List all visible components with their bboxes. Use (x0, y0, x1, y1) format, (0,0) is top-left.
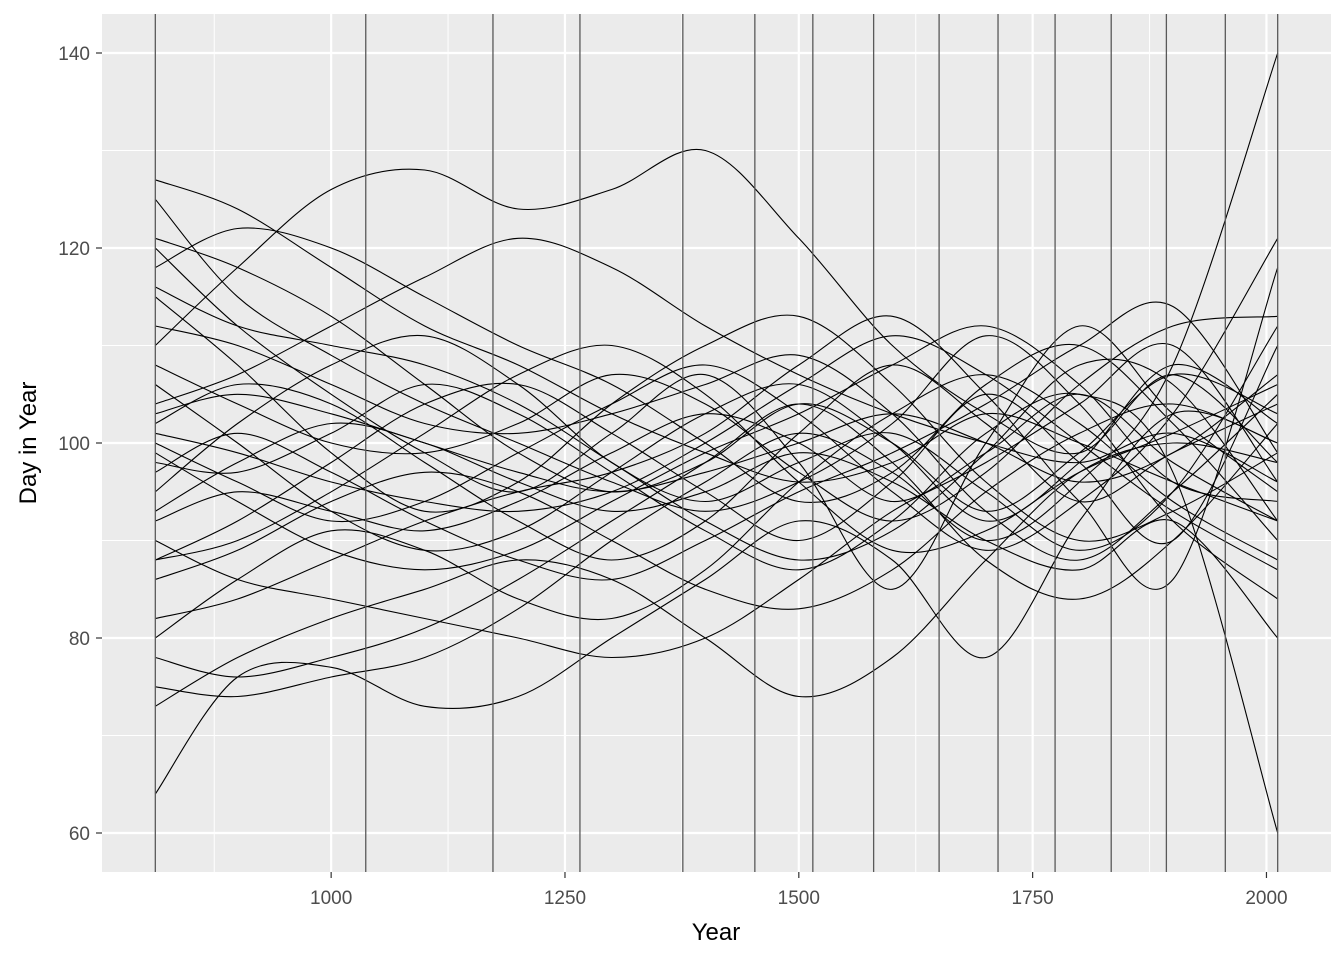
series-line-7 (154, 148, 1279, 463)
series-line-27 (155, 237, 1278, 483)
y-axis: 60 80 100 120 140 (58, 44, 102, 845)
x-tick-label: 1250 (544, 888, 586, 909)
y-tick-label: 60 (69, 824, 90, 845)
series-line-15 (155, 238, 1279, 551)
series-line-8 (155, 383, 1279, 834)
series-line-3 (154, 247, 1279, 590)
series-line-10 (154, 374, 1278, 639)
x-axis: 1000 1250 1500 1750 2000 (310, 872, 1288, 909)
y-tick-label: 140 (58, 44, 90, 65)
y-axis-title: Day in Year (15, 382, 42, 505)
series-line-18 (154, 198, 1279, 600)
series-line-25 (155, 286, 1279, 561)
series-line-9 (154, 296, 1278, 542)
series-line-21 (155, 325, 1278, 571)
x-tick-label: 1000 (310, 888, 352, 909)
series-line-6 (155, 52, 1279, 698)
series-line-20 (155, 325, 1279, 561)
y-tick-label: 120 (58, 239, 90, 260)
series-line-13 (155, 342, 1279, 659)
series-line-17 (155, 374, 1279, 493)
series-line-24 (155, 422, 1279, 639)
series-line-26 (155, 344, 1278, 561)
series-line-4 (155, 345, 1279, 561)
x-tick-label: 2000 (1245, 888, 1287, 909)
x-axis-title: Year (692, 919, 741, 946)
series-line-23 (155, 315, 1278, 522)
vertical-reference-lines (154, 14, 1279, 872)
series-line-28 (155, 267, 1279, 620)
series-line-32 (155, 393, 1278, 532)
series-line-31 (155, 335, 1278, 571)
series-line-11 (154, 325, 1279, 551)
y-tick-label: 80 (69, 629, 90, 650)
x-tick-label: 1500 (778, 888, 820, 909)
x-tick-label: 1750 (1011, 888, 1053, 909)
series-line-29 (155, 301, 1279, 581)
series-line-14 (155, 227, 1279, 541)
series-line-30 (155, 237, 1278, 512)
series-line-19 (155, 403, 1278, 610)
series-line-2 (154, 410, 1278, 795)
y-tick-label: 100 (58, 434, 90, 455)
series-lines (154, 52, 1279, 834)
series-line-22 (155, 403, 1279, 678)
